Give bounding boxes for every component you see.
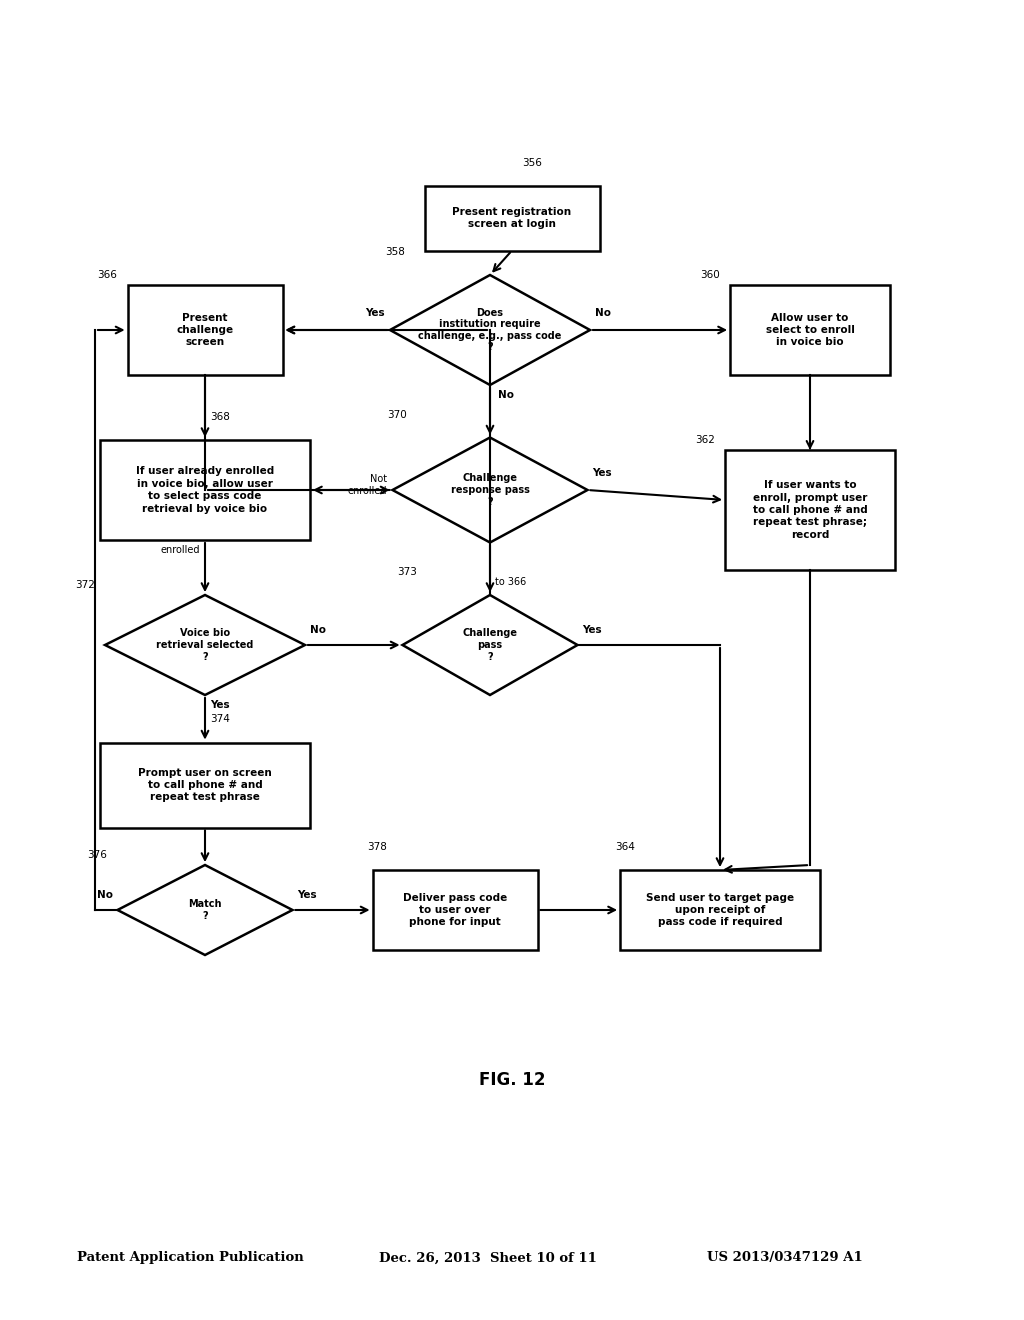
Polygon shape: [402, 595, 578, 696]
Text: 358: 358: [385, 247, 404, 257]
Text: 362: 362: [695, 436, 715, 445]
Polygon shape: [118, 865, 293, 954]
Text: Present
challenge
screen: Present challenge screen: [176, 313, 233, 347]
Text: If user wants to
enroll, prompt user
to call phone # and
repeat test phrase;
rec: If user wants to enroll, prompt user to …: [753, 480, 867, 540]
Text: Match
?: Match ?: [188, 899, 222, 921]
Text: enrolled: enrolled: [161, 545, 200, 554]
Bar: [100, 742, 310, 828]
Text: Dec. 26, 2013  Sheet 10 of 11: Dec. 26, 2013 Sheet 10 of 11: [379, 1251, 597, 1265]
Bar: [373, 870, 538, 950]
Text: FIG. 12: FIG. 12: [479, 1071, 545, 1089]
Text: Does
institution require
challenge, e.g., pass code
?: Does institution require challenge, e.g.…: [419, 308, 562, 352]
Text: Voice bio
retrieval selected
?: Voice bio retrieval selected ?: [157, 628, 254, 661]
Text: 370: 370: [387, 409, 408, 420]
Text: Present registration
screen at login: Present registration screen at login: [453, 207, 571, 230]
Text: 376: 376: [87, 850, 108, 861]
Text: Yes: Yes: [583, 624, 602, 635]
Text: 356: 356: [522, 157, 542, 168]
Text: Yes: Yes: [593, 469, 612, 478]
Text: Challenge
response pass
?: Challenge response pass ?: [451, 474, 529, 507]
Polygon shape: [105, 595, 305, 696]
Text: Yes: Yes: [298, 890, 317, 900]
Text: Allow user to
select to enroll
in voice bio: Allow user to select to enroll in voice …: [766, 313, 854, 347]
Text: Yes: Yes: [366, 308, 385, 318]
Text: Deliver pass code
to user over
phone for input: Deliver pass code to user over phone for…: [402, 892, 507, 928]
Text: Patent Application Publication: Patent Application Publication: [77, 1251, 303, 1265]
Text: No: No: [595, 308, 611, 318]
Text: Yes: Yes: [210, 700, 229, 710]
Text: 372: 372: [75, 579, 95, 590]
Bar: [725, 450, 895, 570]
Bar: [100, 440, 310, 540]
Text: 360: 360: [700, 271, 720, 280]
Text: 374: 374: [210, 714, 229, 725]
Bar: [425, 186, 599, 251]
Text: Challenge
pass
?: Challenge pass ?: [463, 628, 517, 661]
Text: If user already enrolled
in voice bio, allow user
to select pass code
retrieval : If user already enrolled in voice bio, a…: [136, 466, 274, 513]
Text: 373: 373: [397, 568, 418, 577]
Bar: [128, 285, 283, 375]
Polygon shape: [390, 275, 590, 385]
Text: 366: 366: [97, 271, 118, 280]
Bar: [730, 285, 890, 375]
Text: 364: 364: [615, 842, 635, 851]
Text: Send user to target page
upon receipt of
pass code if required: Send user to target page upon receipt of…: [646, 892, 794, 928]
Text: 378: 378: [368, 842, 387, 851]
Text: US 2013/0347129 A1: US 2013/0347129 A1: [707, 1251, 862, 1265]
Text: No: No: [96, 890, 113, 900]
Text: Prompt user on screen
to call phone # and
repeat test phrase: Prompt user on screen to call phone # an…: [138, 768, 272, 803]
Bar: [620, 870, 820, 950]
Text: No: No: [310, 624, 326, 635]
Polygon shape: [392, 437, 588, 543]
Text: 368: 368: [210, 412, 229, 422]
Text: Not
enrolled: Not enrolled: [348, 474, 387, 496]
Text: to 366: to 366: [495, 577, 526, 587]
Text: No: No: [498, 389, 514, 400]
